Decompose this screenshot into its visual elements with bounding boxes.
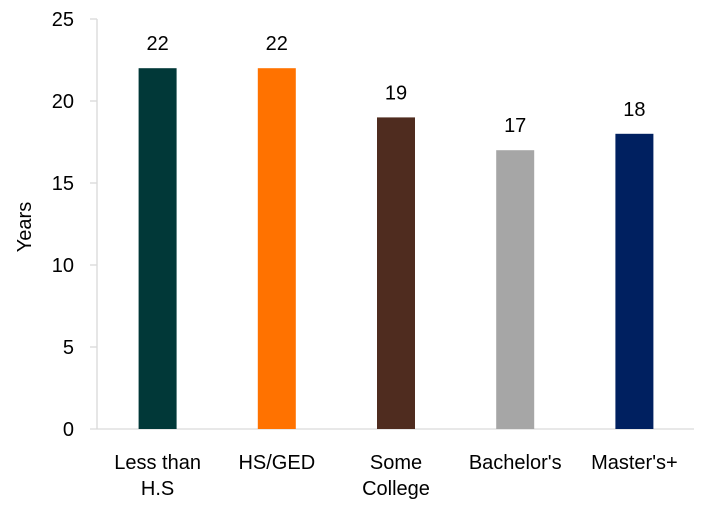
x-tick-label-line: H.S bbox=[141, 478, 174, 500]
y-axis-title-group: Years bbox=[14, 202, 36, 252]
data-labels: 22 22 19 17 18 bbox=[146, 33, 645, 137]
x-tick-label: HS/GED bbox=[238, 452, 315, 474]
y-tick-label: 0 bbox=[63, 419, 74, 441]
bar bbox=[257, 68, 296, 429]
x-tick-label-line: Less than bbox=[114, 452, 201, 474]
x-tick-label-line: Master's+ bbox=[591, 452, 678, 474]
x-tick-label-line: Some bbox=[370, 452, 422, 474]
axes: 0 5 10 15 20 25 bbox=[52, 9, 694, 441]
y-tick-label: 10 bbox=[52, 255, 74, 277]
data-label: 22 bbox=[266, 33, 288, 55]
y-tick-label: 15 bbox=[52, 173, 74, 195]
data-label: 18 bbox=[623, 99, 645, 121]
x-tick-label-line: College bbox=[362, 478, 430, 500]
bar bbox=[496, 150, 535, 429]
data-label: 22 bbox=[146, 33, 168, 55]
x-tick-label-line: Bachelor's bbox=[469, 452, 562, 474]
bars bbox=[138, 68, 654, 430]
y-axis-title: Years bbox=[14, 202, 36, 252]
bar bbox=[377, 117, 415, 430]
y-tick-label: 20 bbox=[52, 91, 74, 113]
data-label: 17 bbox=[504, 115, 526, 137]
x-tick-label: Master's+ bbox=[591, 452, 678, 474]
bar bbox=[138, 68, 177, 429]
x-tick-label: Less than H.S bbox=[114, 452, 201, 500]
x-tick-label: Some College bbox=[362, 452, 430, 500]
bar bbox=[615, 133, 654, 430]
x-axis-labels: Less than H.S HS/GED Some College Bachelor's M… bbox=[114, 452, 677, 500]
y-tick-label: 5 bbox=[63, 337, 74, 359]
x-tick-label-line: HS/GED bbox=[238, 452, 315, 474]
y-tick-label: 25 bbox=[52, 9, 74, 31]
data-label: 19 bbox=[385, 82, 407, 104]
x-tick-label: Bachelor's bbox=[469, 452, 562, 474]
